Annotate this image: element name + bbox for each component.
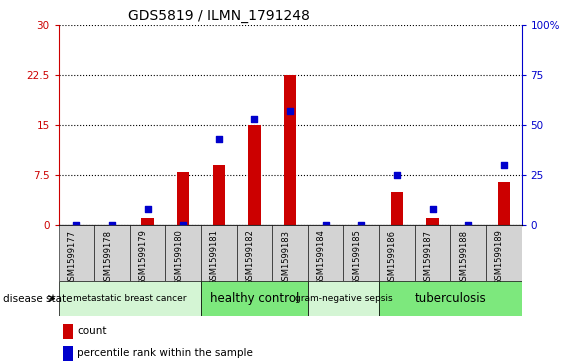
Point bbox=[250, 116, 259, 122]
Text: GSM1599183: GSM1599183 bbox=[281, 229, 290, 286]
Text: gram-negative sepsis: gram-negative sepsis bbox=[295, 294, 392, 303]
Bar bbox=[308, 225, 343, 281]
Bar bbox=[165, 225, 201, 281]
Bar bbox=[486, 225, 522, 281]
Text: percentile rank within the sample: percentile rank within the sample bbox=[77, 348, 253, 358]
Text: GSM1599182: GSM1599182 bbox=[246, 229, 254, 285]
Point bbox=[214, 136, 223, 142]
Point bbox=[321, 222, 331, 228]
Point bbox=[285, 108, 295, 114]
Text: GSM1599179: GSM1599179 bbox=[139, 229, 148, 285]
Bar bbox=[237, 225, 272, 281]
Bar bbox=[415, 225, 450, 281]
Bar bbox=[213, 165, 225, 225]
Bar bbox=[63, 324, 73, 339]
Text: GSM1599180: GSM1599180 bbox=[174, 229, 183, 285]
Bar bbox=[272, 225, 308, 281]
Text: GSM1599184: GSM1599184 bbox=[316, 229, 326, 285]
Bar bbox=[177, 172, 189, 225]
Bar bbox=[59, 225, 94, 281]
Bar bbox=[130, 225, 165, 281]
Point bbox=[143, 206, 152, 212]
Bar bbox=[94, 225, 130, 281]
Bar bbox=[379, 281, 522, 316]
Point bbox=[464, 222, 473, 228]
Bar bbox=[426, 219, 439, 225]
Bar bbox=[201, 281, 308, 316]
Point bbox=[357, 222, 366, 228]
Text: GSM1599178: GSM1599178 bbox=[103, 229, 112, 286]
Bar bbox=[284, 75, 297, 225]
Point bbox=[428, 206, 437, 212]
Bar bbox=[450, 225, 486, 281]
Bar bbox=[201, 225, 237, 281]
Text: disease state: disease state bbox=[3, 294, 73, 305]
Bar bbox=[343, 225, 379, 281]
Point bbox=[107, 222, 117, 228]
Bar bbox=[63, 346, 73, 361]
Text: tuberculosis: tuberculosis bbox=[414, 292, 486, 305]
Text: GSM1599177: GSM1599177 bbox=[67, 229, 76, 286]
Bar bbox=[59, 281, 201, 316]
Text: GSM1599185: GSM1599185 bbox=[352, 229, 362, 285]
Text: GSM1599186: GSM1599186 bbox=[388, 229, 397, 286]
Point bbox=[499, 162, 509, 168]
Text: GSM1599187: GSM1599187 bbox=[424, 229, 432, 286]
Point bbox=[71, 222, 81, 228]
Text: GSM1599189: GSM1599189 bbox=[495, 229, 504, 285]
Point bbox=[179, 222, 188, 228]
Bar bbox=[498, 182, 510, 225]
Bar bbox=[391, 192, 403, 225]
Bar bbox=[308, 281, 379, 316]
Text: GDS5819 / ILMN_1791248: GDS5819 / ILMN_1791248 bbox=[128, 9, 310, 23]
Text: metastatic breast cancer: metastatic breast cancer bbox=[73, 294, 186, 303]
Text: count: count bbox=[77, 326, 107, 336]
Point bbox=[392, 172, 401, 178]
Bar bbox=[248, 125, 261, 225]
Text: GSM1599181: GSM1599181 bbox=[210, 229, 219, 285]
Text: healthy control: healthy control bbox=[210, 292, 299, 305]
Bar bbox=[141, 219, 154, 225]
Text: GSM1599188: GSM1599188 bbox=[459, 229, 468, 286]
Bar bbox=[379, 225, 415, 281]
